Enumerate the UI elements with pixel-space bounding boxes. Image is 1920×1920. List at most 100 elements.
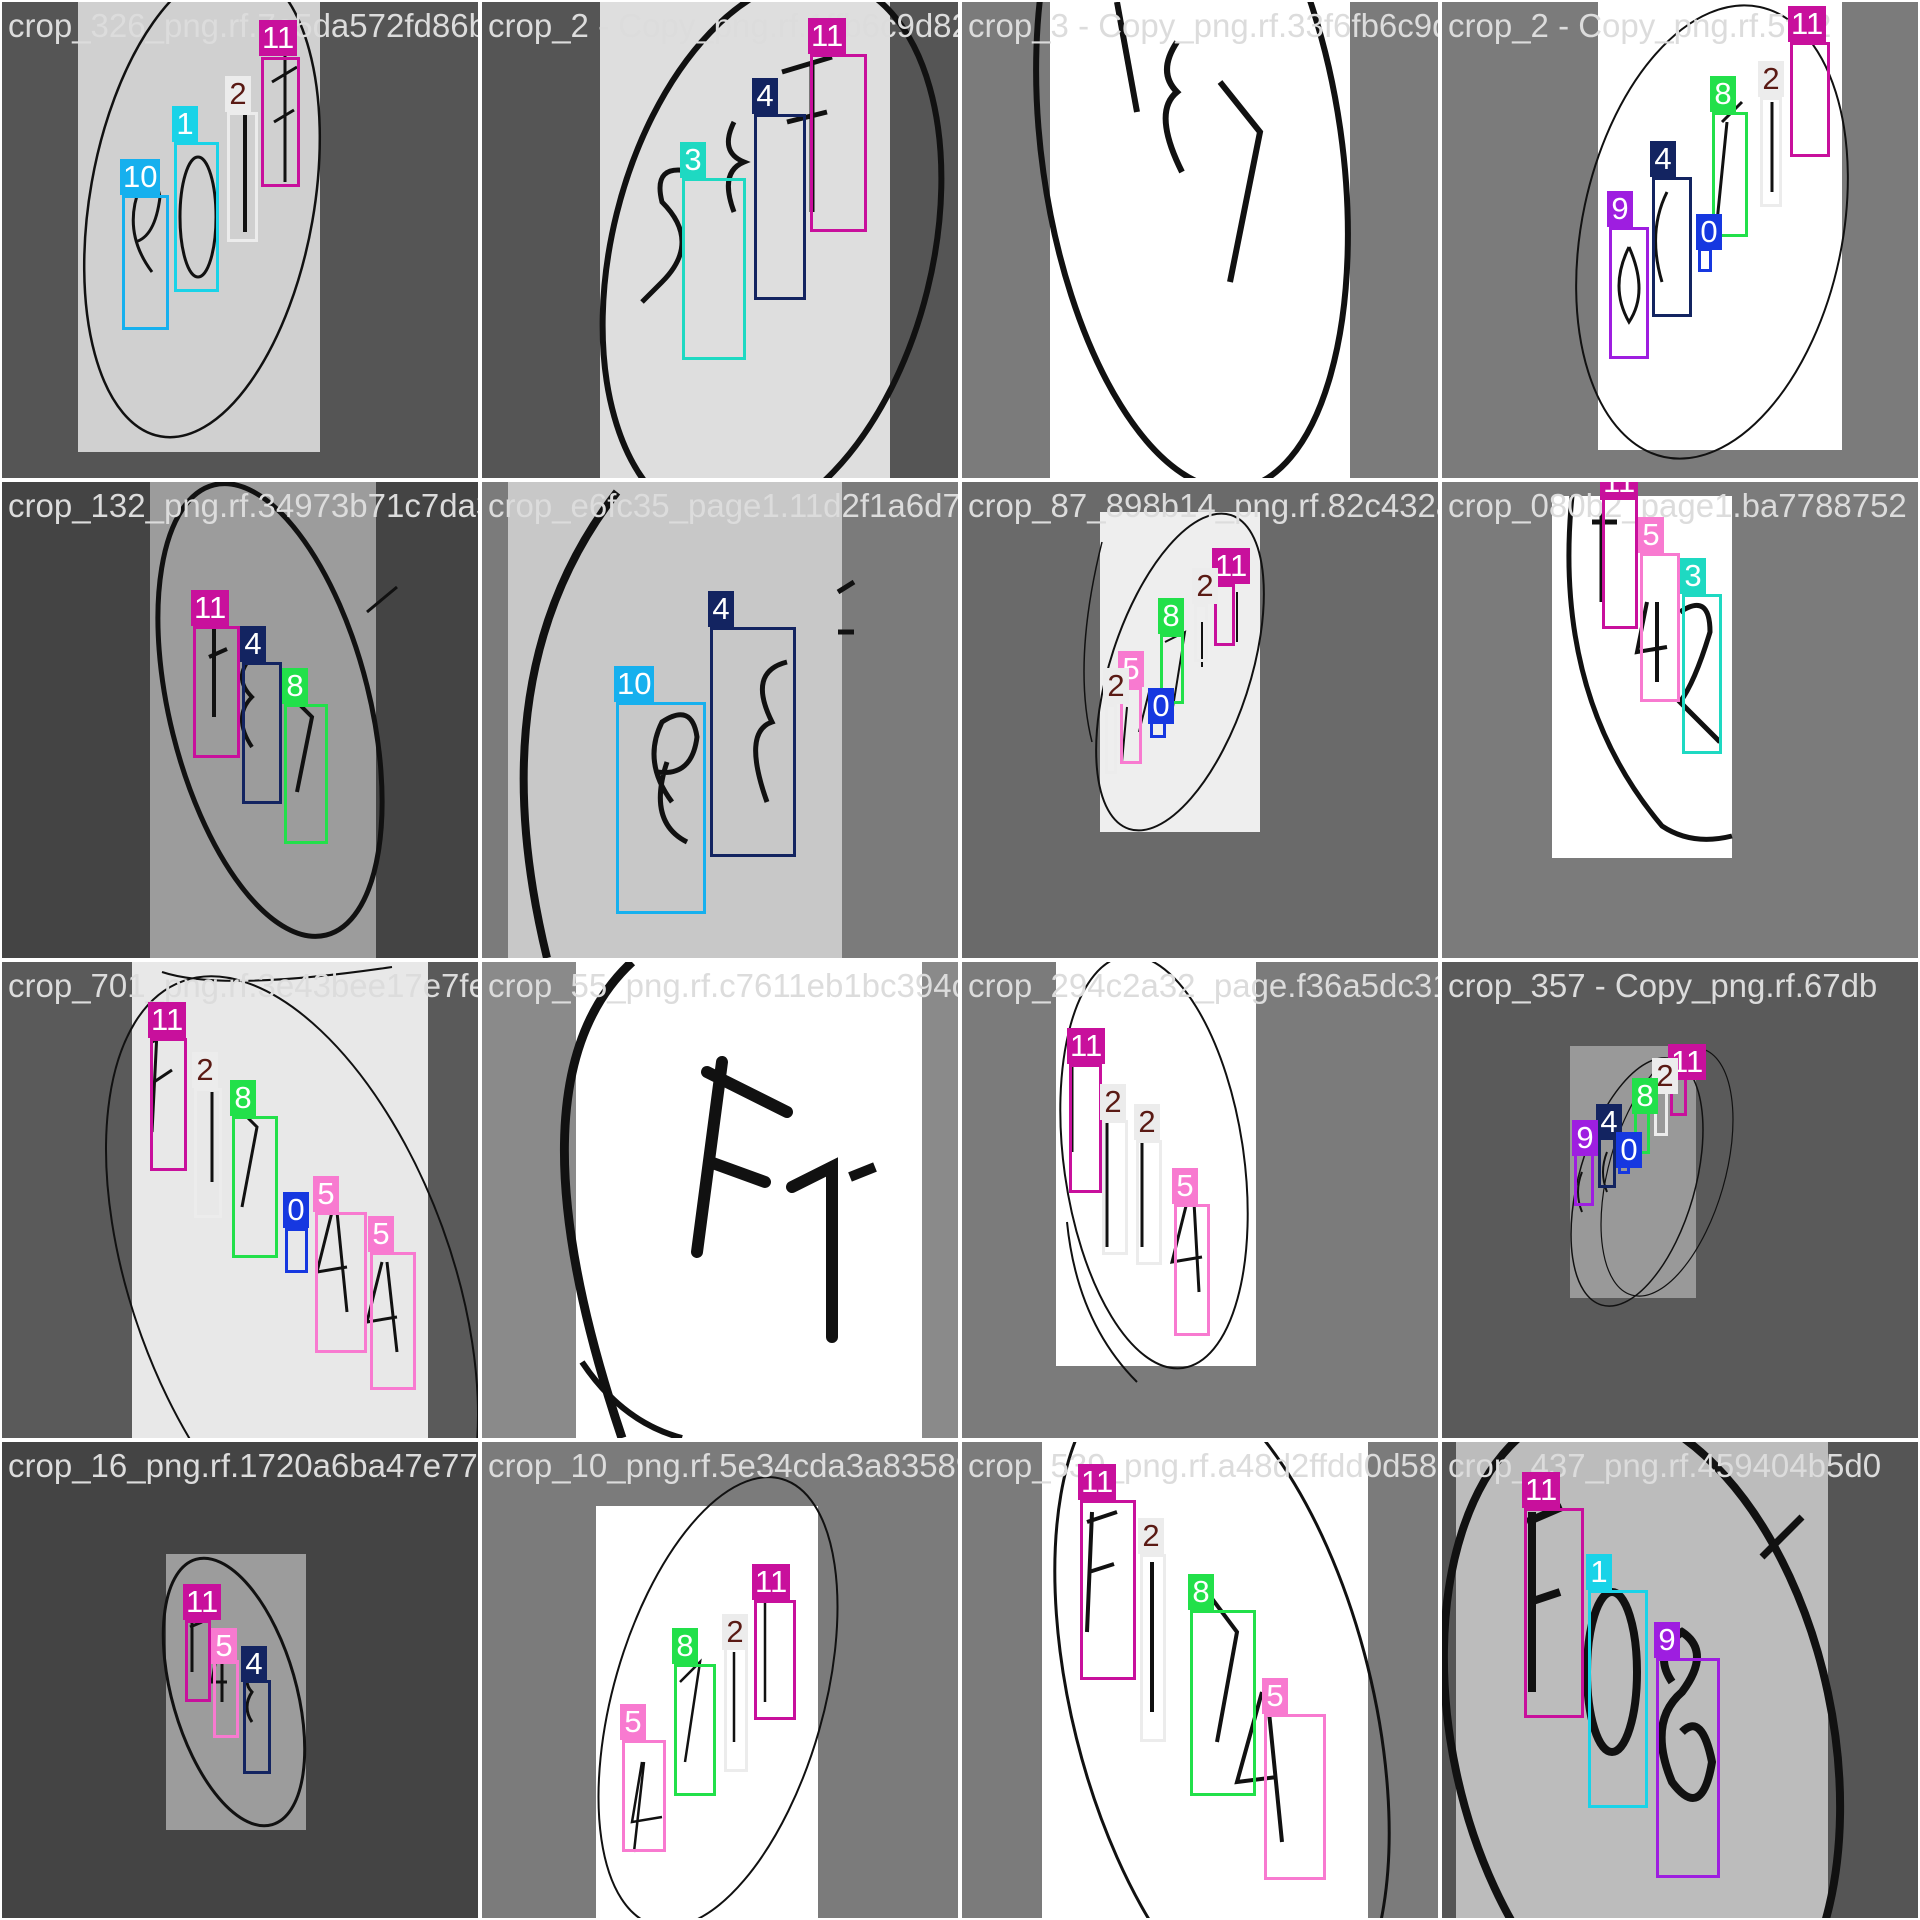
bbox xyxy=(1069,1064,1102,1193)
bbox-label: 2 xyxy=(1100,1084,1126,1120)
bbox xyxy=(1136,1140,1162,1265)
bbox xyxy=(1120,687,1142,764)
bbox xyxy=(261,57,300,187)
tile-title: crop_e6fc35_page1.11d2f1a6d79087f59 xyxy=(488,487,958,524)
bbox-label: 2 xyxy=(1134,1104,1160,1140)
bbox-label: 5 xyxy=(1638,517,1664,553)
bbox-label: 11 xyxy=(1522,1472,1561,1508)
bbox xyxy=(754,1600,796,1720)
bbox xyxy=(1102,1120,1128,1255)
drawing xyxy=(1442,1442,1845,1918)
tile-title: crop_2 - Copy_png.rf.5f22 xyxy=(1448,7,1832,44)
bbox xyxy=(194,1088,222,1218)
bbox xyxy=(1602,496,1638,629)
drawing xyxy=(1566,495,1733,842)
tile-title: crop_080b2_page1.ba7788752 xyxy=(1448,487,1907,524)
bbox-label: 2 xyxy=(1652,1058,1678,1094)
bbox xyxy=(185,1620,211,1702)
bbox-label: 1 xyxy=(1586,1554,1612,1590)
tile-9: crop_701_png.rf.3e43bee17e7fe39955 11 2 … xyxy=(2,962,478,1438)
tile-13: crop_16_png.rf.1720a6ba47e772a6e2a645934… xyxy=(2,1442,478,1918)
bbox-label: 8 xyxy=(1632,1078,1658,1114)
bbox xyxy=(1194,604,1208,662)
bbox xyxy=(674,1664,716,1796)
bbox xyxy=(1640,553,1680,702)
bbox-label: 4 xyxy=(241,1646,267,1682)
bbox-label: 4 xyxy=(752,78,778,114)
tile-7: crop_87_898b14_png.rf.82c432a080b22 11 2… xyxy=(962,482,1438,958)
bbox xyxy=(243,1680,271,1774)
bbox-label: 5 xyxy=(1262,1678,1288,1714)
drawing xyxy=(597,1476,839,1918)
drawing xyxy=(1059,962,1249,1383)
bbox xyxy=(616,702,706,914)
bbox xyxy=(1790,42,1830,157)
bbox-label: 2 xyxy=(192,1052,218,1088)
tile-title: crop_357 - Copy_png.rf.67db xyxy=(1448,967,1878,1004)
bbox-label: 5 xyxy=(313,1176,339,1212)
bbox xyxy=(284,704,328,844)
tile-15: crop_539_png.rf.a48d2ffdd0d58a7e 11 2 8 … xyxy=(962,1442,1438,1918)
tile-title: crop_2 - Copy_png.rf.1ffb6c9d820c209292 xyxy=(488,7,958,44)
bbox-label: 2 xyxy=(1138,1518,1164,1554)
bbox-label: 10 xyxy=(120,159,161,195)
tile-16: crop_437_png.rf.459404b5d0 11 1 9 xyxy=(1442,1442,1918,1918)
bbox-label: 11 xyxy=(1067,1028,1106,1064)
bbox xyxy=(1760,97,1782,207)
bbox xyxy=(682,178,746,360)
bbox xyxy=(754,114,806,300)
bbox-label: 8 xyxy=(1158,598,1184,634)
bbox-label: 11 xyxy=(1078,1464,1117,1500)
bbox-label: 0 xyxy=(283,1192,309,1228)
bbox xyxy=(1190,1610,1256,1796)
bbox xyxy=(1682,594,1722,754)
drawing xyxy=(519,489,856,958)
bbox-label: 11 xyxy=(191,590,230,626)
tile-title: crop_539_png.rf.a48d2ffdd0d58a7e xyxy=(968,1447,1438,1484)
bbox xyxy=(193,626,240,758)
bbox xyxy=(370,1252,416,1390)
bbox-label: 2 xyxy=(225,76,251,112)
tile-5: crop_132_png.rf.34973b71c7da3e6f63589a17… xyxy=(2,482,478,958)
bbox xyxy=(1174,1204,1210,1336)
bbox-label: 11 xyxy=(1600,482,1639,500)
tile-2: crop_2 - Copy_png.rf.1ffb6c9d820c209292 … xyxy=(482,2,958,478)
bbox-label: 11 xyxy=(1212,548,1251,584)
bbox xyxy=(1264,1714,1326,1880)
tile-title: crop_10_png.rf.5e34cda3a835892b xyxy=(488,1447,958,1484)
tile-title: crop_55_png.rf.c7611eb1bc394c2 xyxy=(488,967,958,1004)
tile-1: crop_326_png.rf.7a5da572fd86be2c8e58f5a4… xyxy=(2,2,478,478)
bbox-label: 2 xyxy=(1103,668,1129,704)
bbox xyxy=(1656,1658,1720,1878)
tile-4: crop_2 - Copy_png.rf.5f22 11 2 8 4 9 0 xyxy=(1442,2,1918,478)
tile-title: crop_87_898b14_png.rf.82c432a080b22 xyxy=(968,487,1438,524)
bbox-label: 8 xyxy=(1710,76,1736,112)
bbox-label: 5 xyxy=(211,1628,237,1664)
tile-title: crop_132_png.rf.34973b71c7da3e6f63589a17 xyxy=(8,487,478,524)
bbox xyxy=(1712,112,1748,237)
bbox-label: 9 xyxy=(1654,1622,1680,1658)
bbox-label: 0 xyxy=(1696,214,1722,250)
bbox xyxy=(232,1116,278,1258)
bbox-label: 8 xyxy=(1188,1574,1214,1610)
tile-3: crop_3 - Copy_png.rf.33f6fb6c9d820c20972… xyxy=(962,2,1438,478)
bbox xyxy=(1698,248,1712,272)
bbox-label: 9 xyxy=(1607,191,1633,227)
crop-image xyxy=(1050,2,1350,478)
tile-14: crop_10_png.rf.5e34cda3a835892b 11 2 8 5 xyxy=(482,1442,958,1918)
tile-8: crop_080b2_page1.ba7788752 11 5 3 xyxy=(1442,482,1918,958)
tile-title: crop_16_png.rf.1720a6ba47e772a6e2a645934… xyxy=(8,1447,478,1484)
bbox xyxy=(724,1646,748,1772)
bbox xyxy=(213,1660,239,1738)
bbox xyxy=(1524,1508,1584,1718)
bbox xyxy=(1652,177,1692,317)
bbox-label: 3 xyxy=(1680,558,1706,594)
tile-title: crop_326_png.rf.7a5da572fd86be2c8e58f5a4… xyxy=(8,7,478,44)
bbox-label: 11 xyxy=(752,1564,791,1600)
bbox-label: 11 xyxy=(183,1584,222,1620)
tile-10: crop_55_png.rf.c7611eb1bc394c2 xyxy=(482,962,958,1438)
bbox-label: 11 xyxy=(148,1002,187,1038)
bbox-label: 8 xyxy=(672,1628,698,1664)
bbox xyxy=(1588,1590,1648,1808)
